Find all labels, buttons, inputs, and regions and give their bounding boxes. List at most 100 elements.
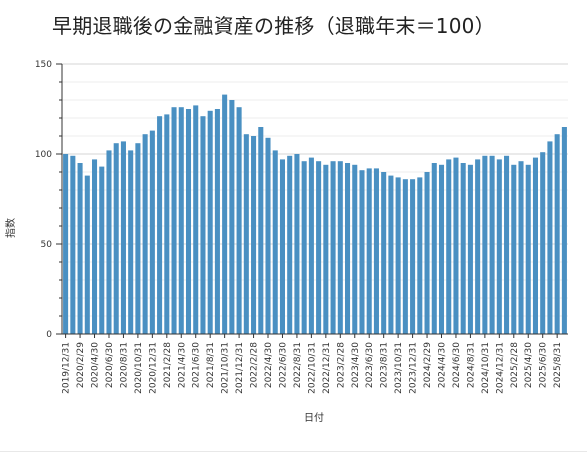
bar [200, 116, 206, 334]
bar [467, 164, 473, 334]
bar [417, 177, 423, 334]
bar [207, 110, 213, 334]
bar [496, 159, 502, 334]
x-tick-label: 2022/4/30 [264, 342, 274, 388]
bar [337, 161, 343, 334]
bar [222, 94, 228, 334]
bar [128, 150, 134, 334]
x-tick-label: 2021/6/30 [192, 342, 202, 388]
x-tick-label: 2025/2/28 [510, 342, 520, 388]
bar [157, 116, 163, 334]
bar [518, 161, 524, 334]
x-tick-label: 2023/10/31 [394, 342, 404, 394]
bar-series [63, 94, 567, 335]
x-tick-label: 2021/8/31 [206, 342, 216, 388]
x-tick-label: 2022/12/31 [322, 342, 332, 394]
bar [120, 141, 126, 334]
bar [178, 107, 184, 334]
x-tick-label: 2023/4/30 [351, 342, 361, 388]
bar [489, 155, 495, 334]
x-tick-label: 2024/8/31 [466, 342, 476, 388]
bar [540, 152, 546, 334]
bar [214, 109, 220, 334]
bar [272, 150, 278, 334]
bar [265, 137, 271, 334]
bar [453, 157, 459, 334]
x-tick-label: 2019/12/31 [62, 342, 72, 394]
bar [243, 134, 249, 334]
x-tick-label: 2025/4/30 [524, 342, 534, 388]
bar [229, 100, 235, 334]
bar [149, 130, 155, 334]
bar [388, 175, 394, 334]
bar [84, 175, 90, 334]
bar [316, 161, 322, 334]
bar [395, 177, 401, 334]
x-tick-label: 2020/10/31 [134, 342, 144, 394]
bar [525, 164, 531, 334]
bar [185, 109, 192, 334]
bar [424, 172, 430, 334]
x-tick-label: 2022/10/31 [307, 342, 317, 394]
y-tick-label: 150 [35, 60, 52, 70]
bar [287, 155, 293, 334]
y-axis-title: 指数 [4, 218, 17, 238]
x-tick-label: 2021/10/31 [221, 342, 231, 394]
x-tick-label: 2023/2/28 [336, 342, 346, 388]
bar [373, 168, 379, 334]
bar [359, 170, 365, 334]
bar [251, 136, 257, 334]
bar [366, 168, 372, 334]
x-tick-label: 2021/4/30 [177, 342, 187, 388]
bar [77, 163, 83, 334]
bar [345, 163, 351, 334]
x-tick-label: 2024/6/30 [452, 342, 462, 388]
bar [301, 161, 307, 334]
x-tick-label: 2023/6/30 [365, 342, 375, 388]
x-tick-label: 2024/10/31 [481, 342, 491, 394]
x-tick-label: 2024/2/29 [423, 342, 433, 388]
bar [92, 159, 98, 334]
bar [511, 164, 517, 334]
bar [561, 127, 567, 334]
bar [504, 155, 510, 334]
x-tick-label: 2022/8/31 [293, 342, 303, 388]
x-tick-label: 2020/6/30 [105, 342, 115, 388]
x-tick-label: 2020/4/30 [91, 342, 101, 388]
y-tick-label: 0 [46, 330, 52, 340]
x-tick-label: 2024/12/31 [495, 342, 505, 394]
bar [460, 163, 466, 334]
bar [294, 154, 300, 334]
bar [330, 161, 336, 334]
bar [99, 166, 105, 334]
x-tick-label: 2025/8/31 [553, 342, 563, 388]
bar [135, 143, 141, 334]
y-tick-label: 100 [35, 150, 52, 160]
x-tick-label: 2023/12/31 [409, 342, 419, 394]
bar [547, 141, 553, 334]
bar [446, 159, 452, 334]
x-tick-label: 2025/6/30 [539, 342, 549, 388]
x-tick-label: 2020/2/29 [76, 342, 86, 388]
bar [63, 154, 69, 334]
bar [554, 134, 560, 334]
axes: 0 50 100 150 2019/12/31 2020/2/29 2020/4/30 202… [35, 60, 568, 394]
bar [352, 164, 358, 334]
bar [258, 127, 264, 334]
chart-title: 早期退職後の金融資産の推移（退職年末＝100） [52, 14, 495, 38]
x-tick-label: 2020/12/31 [148, 342, 158, 394]
x-tick-label: 2022/6/30 [278, 342, 288, 388]
x-tick-label: 2021/2/28 [163, 342, 173, 388]
bar [431, 163, 437, 334]
x-tick-label: 2022/2/28 [250, 342, 260, 388]
x-tick-label: 2020/8/31 [119, 342, 129, 388]
bar [164, 114, 170, 335]
bar [279, 159, 285, 334]
bar [532, 157, 538, 334]
y-tick-label: 50 [41, 240, 53, 250]
x-tick-label: 2023/8/31 [380, 342, 390, 388]
bar [236, 107, 242, 334]
bar [482, 155, 488, 334]
bar [70, 155, 76, 334]
bar [193, 105, 199, 335]
